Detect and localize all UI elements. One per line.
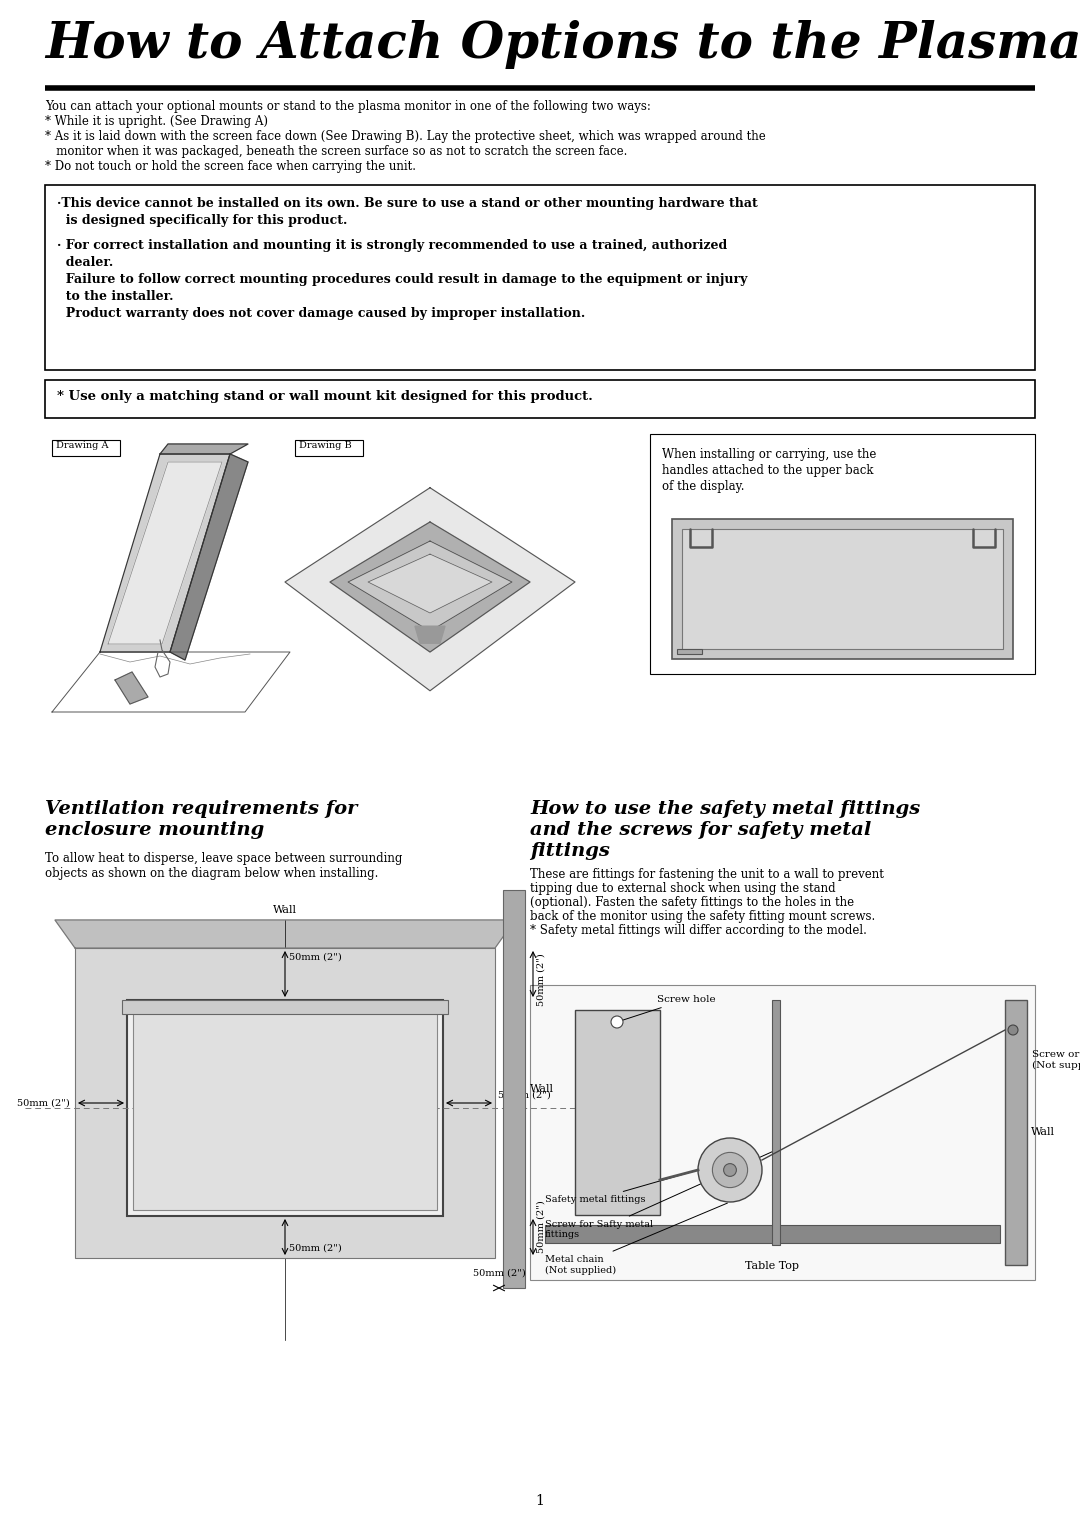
Circle shape <box>611 1016 623 1028</box>
Text: Drawing B: Drawing B <box>299 442 352 451</box>
Polygon shape <box>114 672 148 704</box>
Circle shape <box>724 1164 737 1177</box>
Bar <box>650 434 1035 674</box>
Bar <box>503 889 525 1288</box>
Text: Product warranty does not cover damage caused by improper installation.: Product warranty does not cover damage c… <box>57 307 585 319</box>
Text: ·This device cannot be installed on its own. Be sure to use a stand or other mou: ·This device cannot be installed on its … <box>57 197 758 209</box>
Text: (optional). Fasten the safety fittings to the holes in the: (optional). Fasten the safety fittings t… <box>530 895 854 909</box>
Text: * As it is laid down with the screen face down (See Drawing B). Lay the protecti: * As it is laid down with the screen fac… <box>45 130 766 144</box>
Bar <box>52 440 120 455</box>
Text: * Do not touch or hold the screen face when carrying the unit.: * Do not touch or hold the screen face w… <box>45 160 416 173</box>
Text: objects as shown on the diagram below when installing.: objects as shown on the diagram below wh… <box>45 866 378 880</box>
Bar <box>672 520 1013 659</box>
Text: Wall: Wall <box>530 1083 554 1094</box>
Bar <box>75 947 495 1258</box>
Text: Table Top: Table Top <box>745 1261 799 1271</box>
Text: Drawing A: Drawing A <box>56 442 108 451</box>
Circle shape <box>698 1138 762 1203</box>
Text: to the installer.: to the installer. <box>57 290 174 303</box>
Bar <box>127 999 443 1216</box>
Polygon shape <box>285 487 575 691</box>
Text: 1: 1 <box>536 1494 544 1508</box>
Bar <box>122 999 448 1015</box>
Text: 50mm (2"): 50mm (2") <box>17 1099 70 1108</box>
Text: * Use only a matching stand or wall mount kit designed for this product.: * Use only a matching stand or wall moun… <box>57 390 593 403</box>
Text: · For correct installation and mounting it is strongly recommended to use a trai: · For correct installation and mounting … <box>57 238 727 252</box>
Text: These are fittings for fastening the unit to a wall to prevent: These are fittings for fastening the uni… <box>530 868 883 882</box>
Bar <box>45 185 1035 370</box>
Bar <box>677 649 702 654</box>
Text: 50mm (2"): 50mm (2") <box>537 953 546 1005</box>
Text: back of the monitor using the safety fitting mount screws.: back of the monitor using the safety fit… <box>530 911 875 923</box>
Text: 50mm (2"): 50mm (2") <box>498 1091 551 1100</box>
Text: Ventilation requirements for
enclosure mounting: Ventilation requirements for enclosure m… <box>45 801 357 839</box>
Text: When installing or carrying, use the: When installing or carrying, use the <box>662 448 876 461</box>
Bar <box>295 440 363 455</box>
Polygon shape <box>330 523 530 652</box>
Circle shape <box>713 1152 747 1187</box>
Bar <box>45 380 1035 419</box>
Text: 50mm (2"): 50mm (2") <box>473 1268 525 1277</box>
Text: To allow heat to disperse, leave space between surrounding: To allow heat to disperse, leave space b… <box>45 853 403 865</box>
Text: Wall: Wall <box>1031 1128 1055 1137</box>
Text: * While it is upright. (See Drawing A): * While it is upright. (See Drawing A) <box>45 115 268 128</box>
Text: of the display.: of the display. <box>662 480 744 494</box>
Circle shape <box>1008 1025 1018 1034</box>
Text: Screw hole: Screw hole <box>620 995 716 1021</box>
Polygon shape <box>100 454 230 652</box>
Bar <box>133 1005 437 1210</box>
Text: 50mm (2"): 50mm (2") <box>289 953 341 963</box>
Polygon shape <box>160 445 248 454</box>
Bar <box>1005 999 1027 1265</box>
Text: How to Attach Options to the Plasma Monitor: How to Attach Options to the Plasma Moni… <box>45 20 1080 69</box>
Text: is designed specifically for this product.: is designed specifically for this produc… <box>57 214 348 228</box>
Bar <box>530 986 1035 1280</box>
Polygon shape <box>415 626 445 643</box>
Text: Screw for Safty metal
fittings: Screw for Safty metal fittings <box>545 1151 773 1239</box>
Text: Screw or Hook etc.
(Not supplied): Screw or Hook etc. (Not supplied) <box>1032 1050 1080 1070</box>
Text: tipping due to external shock when using the stand: tipping due to external shock when using… <box>530 882 836 895</box>
Text: 50mm (2"): 50mm (2") <box>537 1201 546 1253</box>
Polygon shape <box>368 555 492 613</box>
Text: How to use the safety metal fittings
and the screws for safety metal
fittings: How to use the safety metal fittings and… <box>530 801 920 860</box>
Text: * Safety metal fittings will differ according to the model.: * Safety metal fittings will differ acco… <box>530 924 867 937</box>
Polygon shape <box>170 454 248 660</box>
Text: Metal chain
(Not supplied): Metal chain (Not supplied) <box>545 1203 728 1274</box>
Text: monitor when it was packaged, beneath the screen surface so as not to scratch th: monitor when it was packaged, beneath th… <box>45 145 627 157</box>
Text: dealer.: dealer. <box>57 257 113 269</box>
Polygon shape <box>108 461 222 643</box>
Bar <box>681 529 1003 649</box>
Polygon shape <box>348 541 512 631</box>
Polygon shape <box>52 652 291 712</box>
Text: 50mm (2"): 50mm (2") <box>289 1244 341 1253</box>
Text: Safety metal fittings: Safety metal fittings <box>545 1170 696 1204</box>
Polygon shape <box>55 920 515 947</box>
Bar <box>545 1225 1000 1242</box>
Text: Wall: Wall <box>273 905 297 915</box>
Bar <box>772 999 780 1245</box>
Text: Failure to follow correct mounting procedures could result in damage to the equi: Failure to follow correct mounting proce… <box>57 274 747 286</box>
Text: handles attached to the upper back: handles attached to the upper back <box>662 465 874 477</box>
Text: You can attach your optional mounts or stand to the plasma monitor in one of the: You can attach your optional mounts or s… <box>45 99 651 113</box>
Bar <box>575 1010 660 1215</box>
